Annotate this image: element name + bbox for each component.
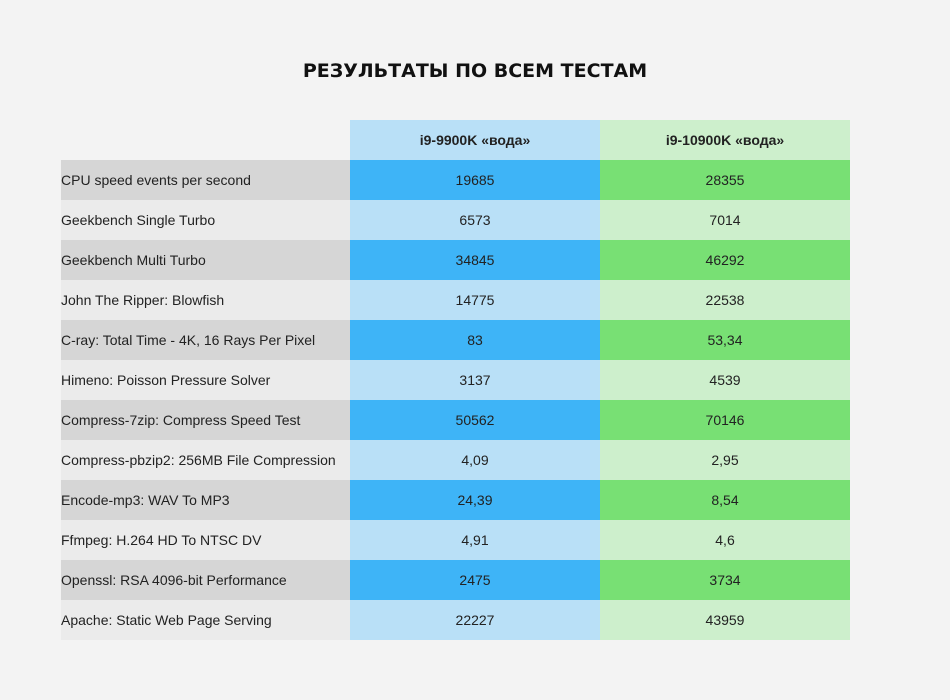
cell-i9-9900k: 24,39 [350, 480, 600, 520]
cell-i9-9900k: 22227 [350, 600, 600, 640]
row-label: Geekbench Single Turbo [61, 200, 350, 240]
table-row: Apache: Static Web Page Serving 22227 4395… [61, 600, 850, 640]
row-label: CPU speed events per second [61, 160, 350, 200]
chart-title: РЕЗУЛЬТАТЫ ПО ВСЕМ ТЕСТАМ [302, 60, 648, 82]
header-corner [61, 120, 350, 160]
cell-i9-9900k: 34845 [350, 240, 600, 280]
row-label: Geekbench Multi Turbo [61, 240, 350, 280]
results-table: i9-9900K «вода» i9-10900K «вода» CPU spe… [61, 120, 850, 640]
table-row: Encode-mp3: WAV To MP3 24,39 8,54 [61, 480, 850, 520]
row-label: Encode-mp3: WAV To MP3 [61, 480, 350, 520]
row-label: Compress-pbzip2: 256MB File Compression [61, 440, 350, 480]
cell-i9-10900k: 7014 [600, 200, 850, 240]
column-header-i9-9900k: i9-9900K «вода» [350, 120, 600, 160]
table-row: C-ray: Total Time - 4K, 16 Rays Per Pixe… [61, 320, 850, 360]
cell-i9-9900k: 3137 [350, 360, 600, 400]
cell-i9-10900k: 2,95 [600, 440, 850, 480]
table-row: Compress-7zip: Compress Speed Test 50562 7… [61, 400, 850, 440]
row-label: Apache: Static Web Page Serving [61, 600, 350, 640]
cell-i9-9900k: 4,09 [350, 440, 600, 480]
cell-i9-10900k: 70146 [600, 400, 850, 440]
table-row: Geekbench Multi Turbo 34845 46292 [61, 240, 850, 280]
header-row: i9-9900K «вода» i9-10900K «вода» [61, 120, 850, 160]
cell-i9-10900k: 43959 [600, 600, 850, 640]
cell-i9-9900k: 14775 [350, 280, 600, 320]
table-row: Openssl: RSA 4096-bit Performance 2475 373… [61, 560, 850, 600]
table-row: Himeno: Poisson Pressure Solver 3137 4539 [61, 360, 850, 400]
cell-i9-10900k: 3734 [600, 560, 850, 600]
row-label: Openssl: RSA 4096-bit Performance [61, 560, 350, 600]
table-row: John The Ripper: Blowfish 14775 22538 [61, 280, 850, 320]
cell-i9-10900k: 22538 [600, 280, 850, 320]
table-row: CPU speed events per second 19685 28355 [61, 160, 850, 200]
row-label: Ffmpeg: H.264 HD To NTSC DV [61, 520, 350, 560]
cell-i9-10900k: 4,6 [600, 520, 850, 560]
row-label: C-ray: Total Time - 4K, 16 Rays Per Pixe… [61, 320, 350, 360]
row-label: Himeno: Poisson Pressure Solver [61, 360, 350, 400]
cell-i9-9900k: 19685 [350, 160, 600, 200]
cell-i9-10900k: 28355 [600, 160, 850, 200]
cell-i9-10900k: 53,34 [600, 320, 850, 360]
cell-i9-10900k: 46292 [600, 240, 850, 280]
cell-i9-9900k: 6573 [350, 200, 600, 240]
cell-i9-9900k: 4,91 [350, 520, 600, 560]
row-label: Compress-7zip: Compress Speed Test [61, 400, 350, 440]
cell-i9-9900k: 2475 [350, 560, 600, 600]
table-body: CPU speed events per second 19685 28355 Gee… [61, 160, 850, 640]
cell-i9-9900k: 83 [350, 320, 600, 360]
row-label: John The Ripper: Blowfish [61, 280, 350, 320]
cell-i9-9900k: 50562 [350, 400, 600, 440]
table-row: Geekbench Single Turbo 6573 7014 [61, 200, 850, 240]
cell-i9-10900k: 8,54 [600, 480, 850, 520]
table-row: Ffmpeg: H.264 HD To NTSC DV 4,91 4,6 [61, 520, 850, 560]
column-header-i9-10900k: i9-10900K «вода» [600, 120, 850, 160]
table-row: Compress-pbzip2: 256MB File Compression 4… [61, 440, 850, 480]
cell-i9-10900k: 4539 [600, 360, 850, 400]
